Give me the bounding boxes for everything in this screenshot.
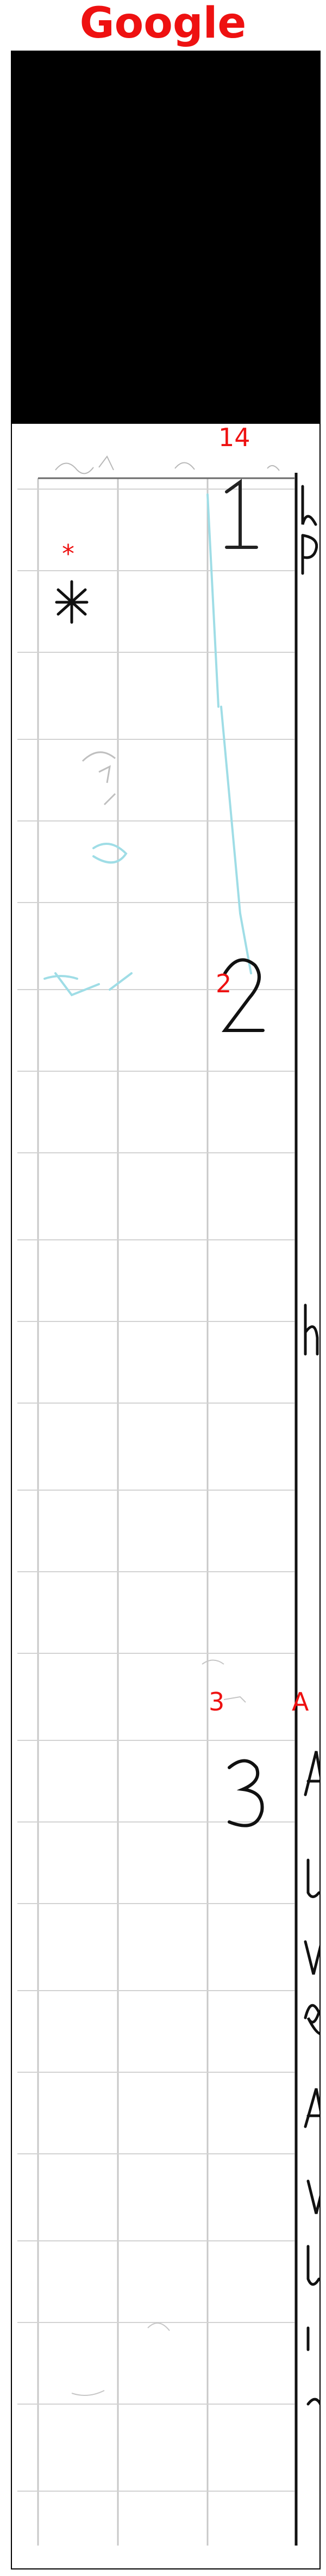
annotation-label: 2 <box>216 969 232 998</box>
annotation-label: * <box>62 539 74 569</box>
page-title: Google <box>79 0 247 48</box>
handwritten-scan <box>12 424 319 2568</box>
annotation-label: A <box>292 1687 309 1716</box>
redacted-black-area <box>12 52 319 424</box>
annotation-label: 14 <box>218 423 250 452</box>
grid-columns <box>37 478 209 2546</box>
ledger-drawing <box>17 455 319 2546</box>
grid-rows <box>17 489 294 2492</box>
annotation-label: 3 <box>209 1687 225 1716</box>
scanned-page-frame: 14 * 2 3 A <box>11 51 321 2569</box>
